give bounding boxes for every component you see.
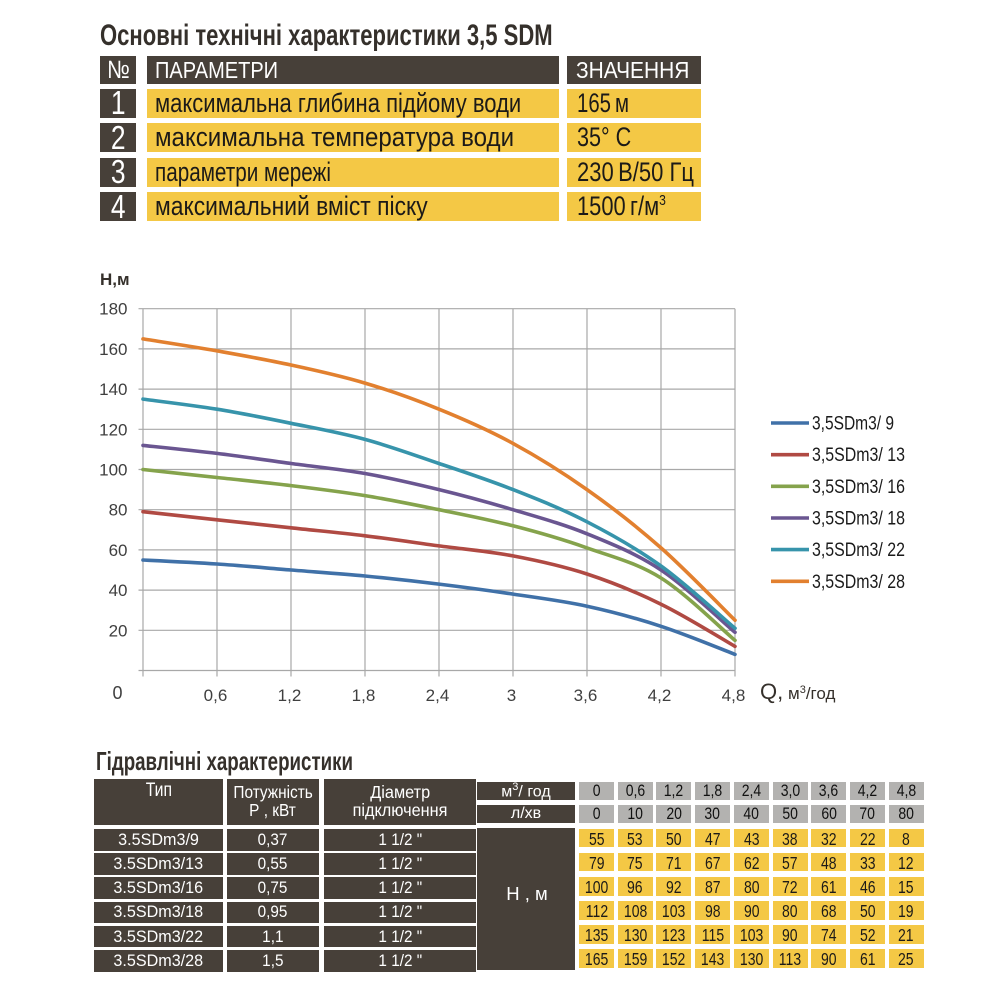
svg-text:3,5SDm3/ 18: 3,5SDm3/ 18 — [812, 509, 905, 530]
svg-text:60: 60 — [109, 541, 128, 560]
svg-text:м3/год: м3/год — [788, 684, 835, 703]
svg-text:160: 160 — [99, 340, 127, 359]
svg-text:20: 20 — [109, 621, 128, 640]
svg-text:Н,м: Н,м — [100, 270, 130, 289]
svg-text:0: 0 — [112, 683, 122, 703]
svg-text:1,8: 1,8 — [352, 686, 376, 705]
svg-text:80: 80 — [109, 501, 128, 520]
svg-text:Q,: Q, — [760, 679, 783, 704]
svg-text:120: 120 — [99, 420, 127, 439]
svg-text:3: 3 — [507, 686, 516, 705]
svg-text:140: 140 — [99, 380, 127, 399]
svg-text:3,5SDm3/ 28: 3,5SDm3/ 28 — [812, 572, 905, 593]
svg-text:3,5SDm3/ 9: 3,5SDm3/ 9 — [812, 414, 894, 435]
svg-text:40: 40 — [109, 581, 128, 600]
svg-text:4,8: 4,8 — [722, 686, 746, 705]
svg-text:3,6: 3,6 — [574, 686, 598, 705]
svg-text:3,5SDm3/ 13: 3,5SDm3/ 13 — [812, 445, 905, 466]
svg-text:4,2: 4,2 — [648, 686, 672, 705]
svg-text:100: 100 — [99, 461, 127, 480]
svg-text:2,4: 2,4 — [426, 686, 450, 705]
svg-text:0,6: 0,6 — [204, 686, 228, 705]
svg-text:3,5SDm3/ 16: 3,5SDm3/ 16 — [812, 477, 905, 498]
svg-text:3,5SDm3/ 22: 3,5SDm3/ 22 — [812, 540, 905, 561]
svg-text:1,2: 1,2 — [278, 686, 302, 705]
svg-text:180: 180 — [99, 300, 127, 319]
